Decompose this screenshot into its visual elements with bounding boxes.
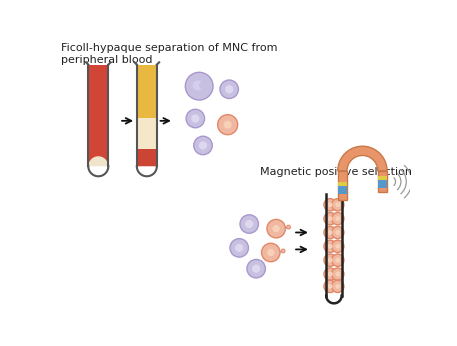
Circle shape bbox=[332, 212, 344, 225]
Circle shape bbox=[261, 243, 280, 262]
Circle shape bbox=[199, 141, 207, 149]
Circle shape bbox=[247, 260, 266, 278]
Text: Magnetic positive selection: Magnetic positive selection bbox=[260, 167, 412, 177]
Circle shape bbox=[328, 202, 333, 207]
Circle shape bbox=[194, 136, 212, 155]
Circle shape bbox=[335, 230, 340, 235]
Circle shape bbox=[324, 268, 336, 280]
Circle shape bbox=[272, 225, 280, 232]
Wedge shape bbox=[88, 156, 108, 166]
Ellipse shape bbox=[192, 81, 203, 90]
Circle shape bbox=[324, 199, 336, 211]
Circle shape bbox=[328, 258, 333, 263]
Circle shape bbox=[230, 239, 249, 257]
Circle shape bbox=[324, 212, 336, 225]
Circle shape bbox=[332, 199, 344, 211]
Circle shape bbox=[252, 264, 260, 273]
Bar bbox=[378, 175, 387, 180]
Circle shape bbox=[328, 244, 333, 249]
Circle shape bbox=[191, 115, 200, 123]
Circle shape bbox=[324, 254, 336, 266]
Bar bbox=[338, 186, 347, 194]
Circle shape bbox=[335, 284, 340, 289]
Circle shape bbox=[335, 272, 340, 276]
Polygon shape bbox=[338, 146, 387, 171]
Circle shape bbox=[220, 80, 239, 99]
Circle shape bbox=[240, 215, 259, 233]
Circle shape bbox=[324, 226, 336, 239]
Wedge shape bbox=[137, 156, 157, 166]
Circle shape bbox=[328, 216, 333, 221]
Bar bbox=[137, 65, 157, 118]
Circle shape bbox=[245, 220, 253, 228]
Circle shape bbox=[328, 284, 333, 289]
Circle shape bbox=[287, 225, 290, 229]
Circle shape bbox=[267, 249, 275, 256]
Circle shape bbox=[218, 115, 238, 135]
Bar bbox=[88, 162, 108, 166]
Bar bbox=[338, 182, 347, 186]
Circle shape bbox=[186, 109, 205, 128]
Bar bbox=[326, 194, 342, 295]
Circle shape bbox=[332, 280, 344, 292]
Circle shape bbox=[199, 82, 207, 89]
Circle shape bbox=[332, 226, 344, 239]
Circle shape bbox=[335, 258, 340, 263]
Bar bbox=[338, 171, 347, 200]
Bar bbox=[88, 65, 108, 162]
Circle shape bbox=[328, 230, 333, 235]
Circle shape bbox=[328, 272, 333, 276]
Circle shape bbox=[186, 72, 213, 100]
Circle shape bbox=[267, 219, 286, 238]
Text: Ficoll-hypaque separation of MNC from
peripheral blood: Ficoll-hypaque separation of MNC from pe… bbox=[61, 43, 278, 65]
Circle shape bbox=[335, 202, 340, 207]
Circle shape bbox=[332, 254, 344, 266]
Circle shape bbox=[332, 268, 344, 280]
Circle shape bbox=[324, 280, 336, 292]
Circle shape bbox=[335, 216, 340, 221]
Circle shape bbox=[235, 244, 244, 252]
Bar bbox=[378, 171, 387, 192]
Circle shape bbox=[225, 85, 234, 93]
Bar bbox=[137, 118, 157, 149]
Bar bbox=[137, 149, 157, 166]
Bar bbox=[378, 180, 387, 188]
Circle shape bbox=[223, 121, 232, 129]
Wedge shape bbox=[326, 288, 342, 295]
Circle shape bbox=[335, 244, 340, 249]
Circle shape bbox=[324, 240, 336, 253]
Circle shape bbox=[332, 240, 344, 253]
Circle shape bbox=[281, 249, 285, 253]
